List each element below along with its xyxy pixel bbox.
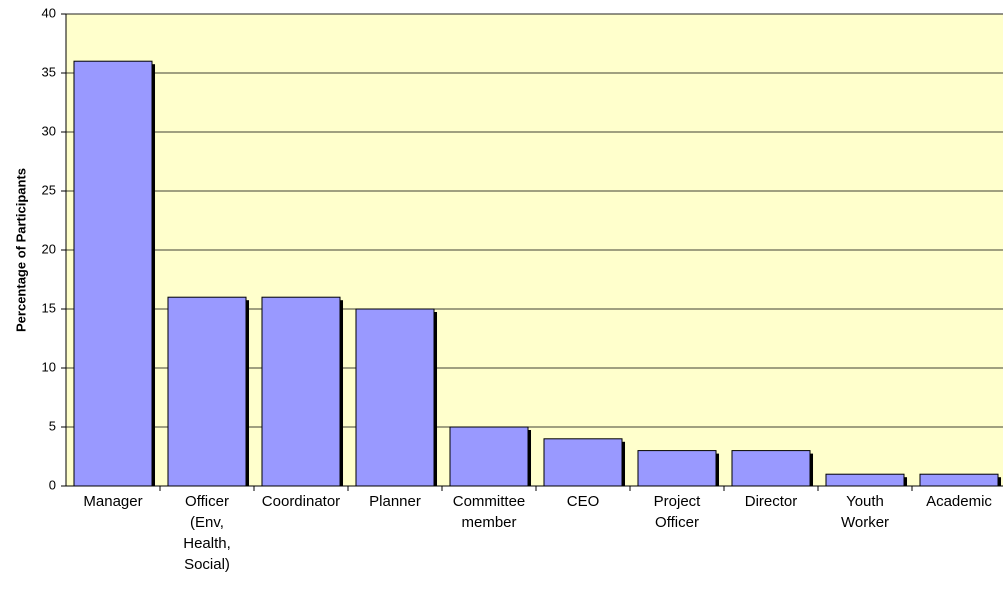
y-tick-label: 5	[49, 418, 56, 433]
y-tick-label: 30	[42, 123, 56, 138]
x-tick-label: Planner	[369, 493, 421, 510]
bar	[731, 450, 811, 487]
x-tick-label: Director	[745, 493, 798, 510]
bar	[919, 473, 999, 487]
x-tick-label: CEO	[567, 493, 600, 510]
y-tick-label: 15	[42, 300, 56, 315]
bar	[261, 296, 341, 487]
bar	[355, 308, 435, 487]
x-tick-label: Officer (Env, Health, Social)	[183, 493, 231, 573]
y-tick-label: 40	[42, 5, 56, 20]
bar	[543, 438, 623, 487]
y-axis-label: Percentage of Participants	[13, 168, 28, 332]
y-tick-label: 10	[42, 359, 56, 374]
y-tick-label: 25	[42, 182, 56, 197]
bar	[637, 450, 717, 487]
x-tick-label: Coordinator	[262, 493, 340, 510]
x-tick-label: Manager	[83, 493, 142, 510]
y-tick-label: 20	[42, 241, 56, 256]
x-tick-label: Committee member	[453, 493, 526, 531]
x-tick-label: Academic	[926, 493, 992, 510]
y-tick-label: 0	[49, 477, 56, 492]
x-tick-label: Youth Worker	[841, 493, 889, 531]
bar	[825, 473, 905, 487]
bar	[167, 296, 247, 487]
x-tick-label: Project Officer	[654, 493, 702, 531]
bar	[449, 426, 529, 487]
bar	[73, 60, 153, 487]
y-tick-label: 35	[42, 64, 56, 79]
